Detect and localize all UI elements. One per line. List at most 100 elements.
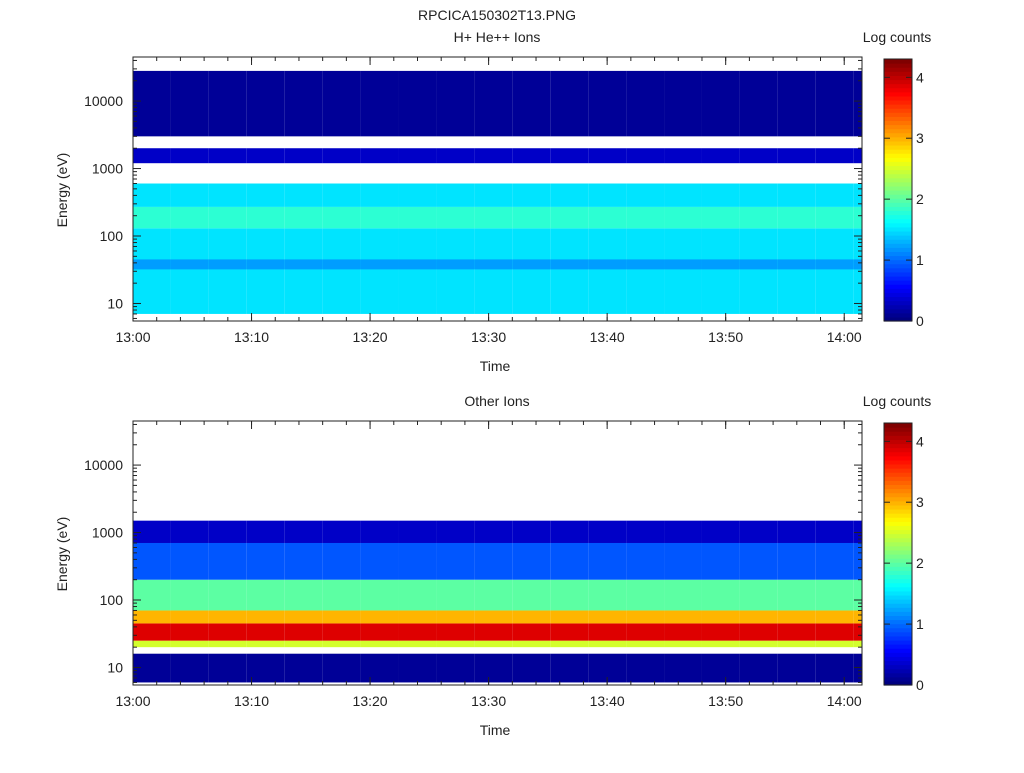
heatmap-cell: [398, 542, 437, 580]
colorbar-swatch: [884, 173, 912, 179]
heatmap-cell: [815, 148, 854, 164]
colorbar-frame: [883, 422, 913, 686]
colorbar-swatch: [884, 202, 912, 207]
colorbar-swatch: [884, 639, 912, 645]
figure-title: RPCICA150302T13.PNG: [418, 7, 576, 23]
heatmap-cell: [664, 640, 702, 648]
heatmap-cell: [588, 228, 627, 314]
heatmap-cell: [626, 183, 665, 207]
colorbar-swatch: [884, 431, 912, 436]
colorbar-swatch: [884, 566, 912, 571]
heatmap-cell: [664, 206, 702, 229]
heatmap-cell: [739, 579, 778, 611]
heatmap-cell: [550, 542, 589, 580]
heatmap-cell: [133, 623, 171, 641]
heatmap-cell: [815, 653, 854, 683]
heatmap-cell: [664, 70, 702, 137]
colorbar: 0 1 2 3 4: [883, 58, 924, 329]
heatmap-cell: [436, 206, 475, 229]
colorbar-swatch: [884, 165, 912, 171]
colorbar-swatch: [884, 558, 912, 563]
heatmap-cell: [436, 183, 475, 207]
colorbar-swatch: [884, 594, 912, 600]
x-tick-label: 13:20: [353, 693, 388, 709]
heatmap-cell: [474, 70, 513, 137]
heatmap-cell: [284, 610, 323, 624]
heatmap-cell: [588, 623, 627, 641]
heatmap-cell: [701, 623, 740, 641]
y-tick-label: 10000: [84, 457, 123, 473]
heatmap-cell: [170, 228, 209, 314]
heatmap-cell: [815, 640, 854, 648]
heatmap-cell: [284, 653, 323, 683]
colorbar-swatch: [884, 71, 912, 76]
colorbar-swatch: [884, 67, 912, 72]
colorbar-swatch: [884, 210, 912, 216]
heatmap-cell: [853, 259, 862, 270]
heatmap-cell: [208, 653, 247, 683]
heatmap-cell: [360, 148, 399, 164]
heatmap-cell: [436, 653, 475, 683]
heatmap-cell: [701, 70, 740, 137]
colorbar-tick-label: 2: [916, 555, 924, 571]
heatmap-cell: [777, 148, 816, 164]
heatmap-cell: [664, 610, 702, 624]
heatmap-cell: [777, 228, 816, 314]
x-ticks: 13:00 13:10 13:20 13:30 13:40 13:50 14:00: [115, 57, 862, 345]
colorbar-swatch: [884, 112, 912, 117]
heatmap-cell: [360, 70, 399, 137]
heatmap-cell: [815, 520, 854, 543]
colorbar-swatch: [884, 574, 912, 580]
heatmap-cell: [550, 183, 589, 207]
heatmap-cell: [512, 520, 551, 543]
colorbar-swatch: [884, 288, 912, 293]
colorbar-swatch: [884, 472, 912, 477]
colorbar-swatch: [884, 545, 912, 551]
heatmap-cell: [626, 640, 665, 648]
heatmap-cell: [550, 228, 589, 314]
heatmap-cell: [512, 259, 551, 270]
heatmap-cell: [246, 610, 285, 624]
heatmap-cell: [360, 623, 399, 641]
heatmap-cell: [133, 640, 171, 648]
colorbar-swatch: [884, 239, 912, 244]
y-tick-label: 100: [100, 592, 124, 608]
colorbar-swatch: [884, 586, 912, 592]
heatmap-cell: [398, 579, 437, 611]
colorbar-swatch: [884, 554, 912, 559]
heatmap-cell: [360, 259, 399, 270]
heatmap-cell: [550, 259, 589, 270]
heatmap-cell: [170, 259, 209, 270]
colorbar-swatch: [884, 95, 912, 101]
heatmap-cell: [701, 206, 740, 229]
heatmap-cell: [777, 542, 816, 580]
colorbar-swatch: [884, 480, 912, 485]
heatmap-cell: [360, 183, 399, 207]
heatmap-cell: [550, 623, 589, 641]
colorbar-swatch: [884, 582, 912, 588]
heatmap-cell: [777, 653, 816, 683]
heatmap-cell: [853, 579, 862, 611]
colorbar-swatch: [884, 504, 912, 510]
heatmap-cell: [815, 579, 854, 611]
heatmap-cell: [739, 623, 778, 641]
colorbar-tick-label: 3: [916, 130, 924, 146]
heatmap-cell: [398, 610, 437, 624]
colorbar-tick-label: 3: [916, 494, 924, 510]
heatmap-cell: [588, 70, 627, 137]
heatmap-cell: [512, 640, 551, 648]
heatmap-cell: [512, 579, 551, 611]
heatmap-cell: [246, 520, 285, 543]
colorbar-swatch: [884, 161, 912, 167]
heatmap-cell: [853, 206, 862, 229]
heatmap-cell: [664, 259, 702, 270]
colorbar-tick-label: 4: [916, 69, 924, 85]
colorbar-swatch: [884, 280, 912, 285]
heatmap-cell: [739, 653, 778, 683]
heatmap-cell: [284, 520, 323, 543]
heatmap-cell: [815, 623, 854, 641]
heatmap-cell: [133, 542, 171, 580]
heatmap-cell: [170, 542, 209, 580]
